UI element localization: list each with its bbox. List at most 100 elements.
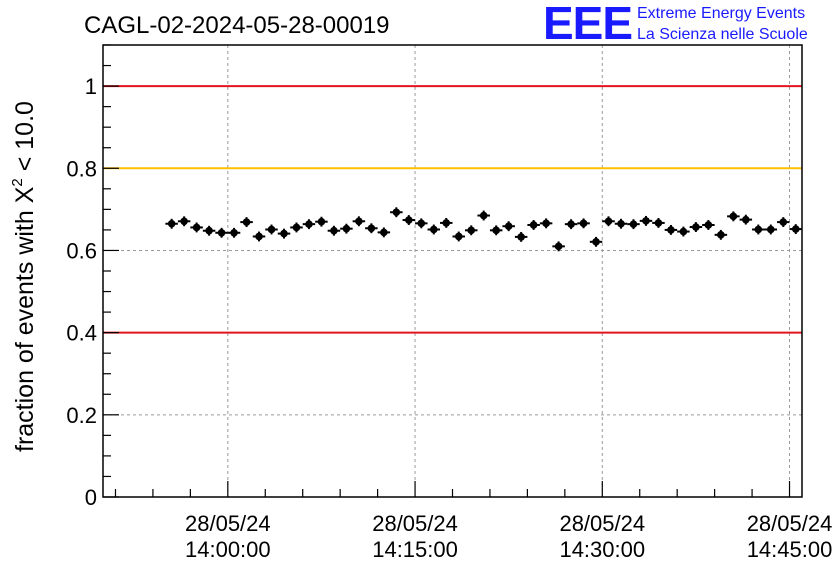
x-tick-label-time: 14:30:00 [559, 537, 645, 562]
point-marker [517, 233, 525, 241]
point-marker [317, 217, 326, 226]
point-marker [342, 224, 351, 233]
point-marker [592, 238, 600, 246]
point-marker [230, 228, 238, 237]
data-point [377, 227, 391, 238]
data-point [714, 229, 728, 240]
logo-line-1: Extreme Energy Events [637, 5, 805, 22]
data-point [589, 236, 603, 247]
point-marker [305, 220, 313, 228]
x-tick-label-date: 28/05/24 [372, 511, 458, 536]
point-marker [405, 216, 413, 224]
point-marker [604, 217, 613, 226]
point-marker [429, 225, 438, 234]
reference-lines [103, 85, 802, 334]
point-marker [617, 219, 625, 228]
chart-title: CAGL-02-2024-05-28-00019 [84, 12, 390, 39]
grid-layer [103, 45, 802, 497]
point-marker [192, 223, 201, 232]
point-marker [479, 211, 488, 220]
point-marker [654, 219, 663, 227]
data-point [664, 224, 678, 235]
point-marker [280, 229, 288, 238]
data-points [165, 207, 802, 252]
y-axis-label-sup: 2 [9, 178, 26, 186]
data-point [764, 224, 778, 235]
data-point [489, 225, 503, 236]
x-axis-ticks: 28/05/2414:00:0028/05/2414:15:0028/05/24… [114, 481, 833, 562]
point-marker [567, 220, 575, 228]
data-point [365, 223, 378, 234]
point-marker [729, 212, 738, 221]
y-tick-label: 0.8 [66, 156, 97, 181]
eee-logo: EEE Extreme Energy Events La Scienza nel… [543, 0, 808, 49]
data-point [315, 216, 328, 227]
point-marker [167, 219, 176, 228]
point-marker [692, 223, 700, 231]
y-axis-label-prefix: fraction of events with [11, 203, 39, 452]
y-axis-label: fraction of events with X2 < 10.0 [9, 101, 39, 452]
point-marker [667, 226, 675, 234]
y-tick-label: 1 [85, 74, 97, 99]
x-tick-label-time: 14:45:00 [747, 537, 833, 562]
data-point [340, 223, 353, 234]
point-marker [217, 228, 226, 237]
point-marker [779, 218, 788, 226]
point-marker [392, 208, 401, 217]
data-point [539, 218, 553, 229]
data-point [789, 224, 802, 235]
data-point [327, 225, 341, 236]
point-marker [267, 225, 276, 234]
data-point [614, 218, 628, 229]
point-marker [292, 223, 301, 232]
point-marker [205, 226, 213, 235]
data-point [390, 207, 403, 218]
point-marker [442, 219, 451, 227]
data-point [302, 219, 316, 230]
point-marker [754, 225, 763, 234]
data-point [727, 211, 740, 222]
data-point [502, 221, 515, 232]
point-marker [742, 215, 750, 224]
data-point [265, 224, 278, 235]
data-point [215, 227, 228, 238]
data-point [477, 210, 490, 221]
data-point [177, 216, 191, 227]
data-point [552, 241, 565, 252]
data-point [277, 228, 291, 239]
data-point [739, 214, 753, 225]
x-tick-label-time: 14:15:00 [372, 537, 458, 562]
x-tick-label-date: 28/05/24 [185, 511, 271, 536]
point-marker [330, 226, 338, 235]
point-marker [629, 220, 638, 228]
point-marker [417, 219, 426, 228]
data-point [464, 225, 478, 236]
data-point [602, 216, 615, 227]
data-point [702, 220, 715, 230]
y-tick-label: 0 [85, 485, 97, 510]
point-marker [554, 242, 563, 251]
y-axis-ticks: 0 0.2 0.4 0.6 0.8 1 [66, 44, 119, 510]
point-marker [242, 218, 251, 226]
data-point [427, 224, 441, 235]
point-marker [180, 217, 188, 226]
data-point [440, 217, 453, 228]
data-point [352, 216, 366, 227]
point-marker [355, 217, 363, 226]
data-point [290, 222, 303, 233]
data-point [627, 219, 640, 230]
data-point [252, 231, 266, 242]
y-tick-label: 0.2 [66, 403, 97, 428]
point-marker [380, 228, 388, 237]
point-marker [791, 225, 800, 233]
y-axis-label-suffix: < 10.0 [11, 101, 39, 178]
point-marker [454, 232, 463, 241]
data-point [652, 217, 665, 228]
point-marker [717, 231, 725, 239]
data-point [240, 217, 253, 228]
y-axis-label-symbol: X [11, 186, 39, 203]
data-point [689, 222, 703, 232]
point-marker [255, 232, 263, 241]
point-marker [579, 219, 588, 228]
